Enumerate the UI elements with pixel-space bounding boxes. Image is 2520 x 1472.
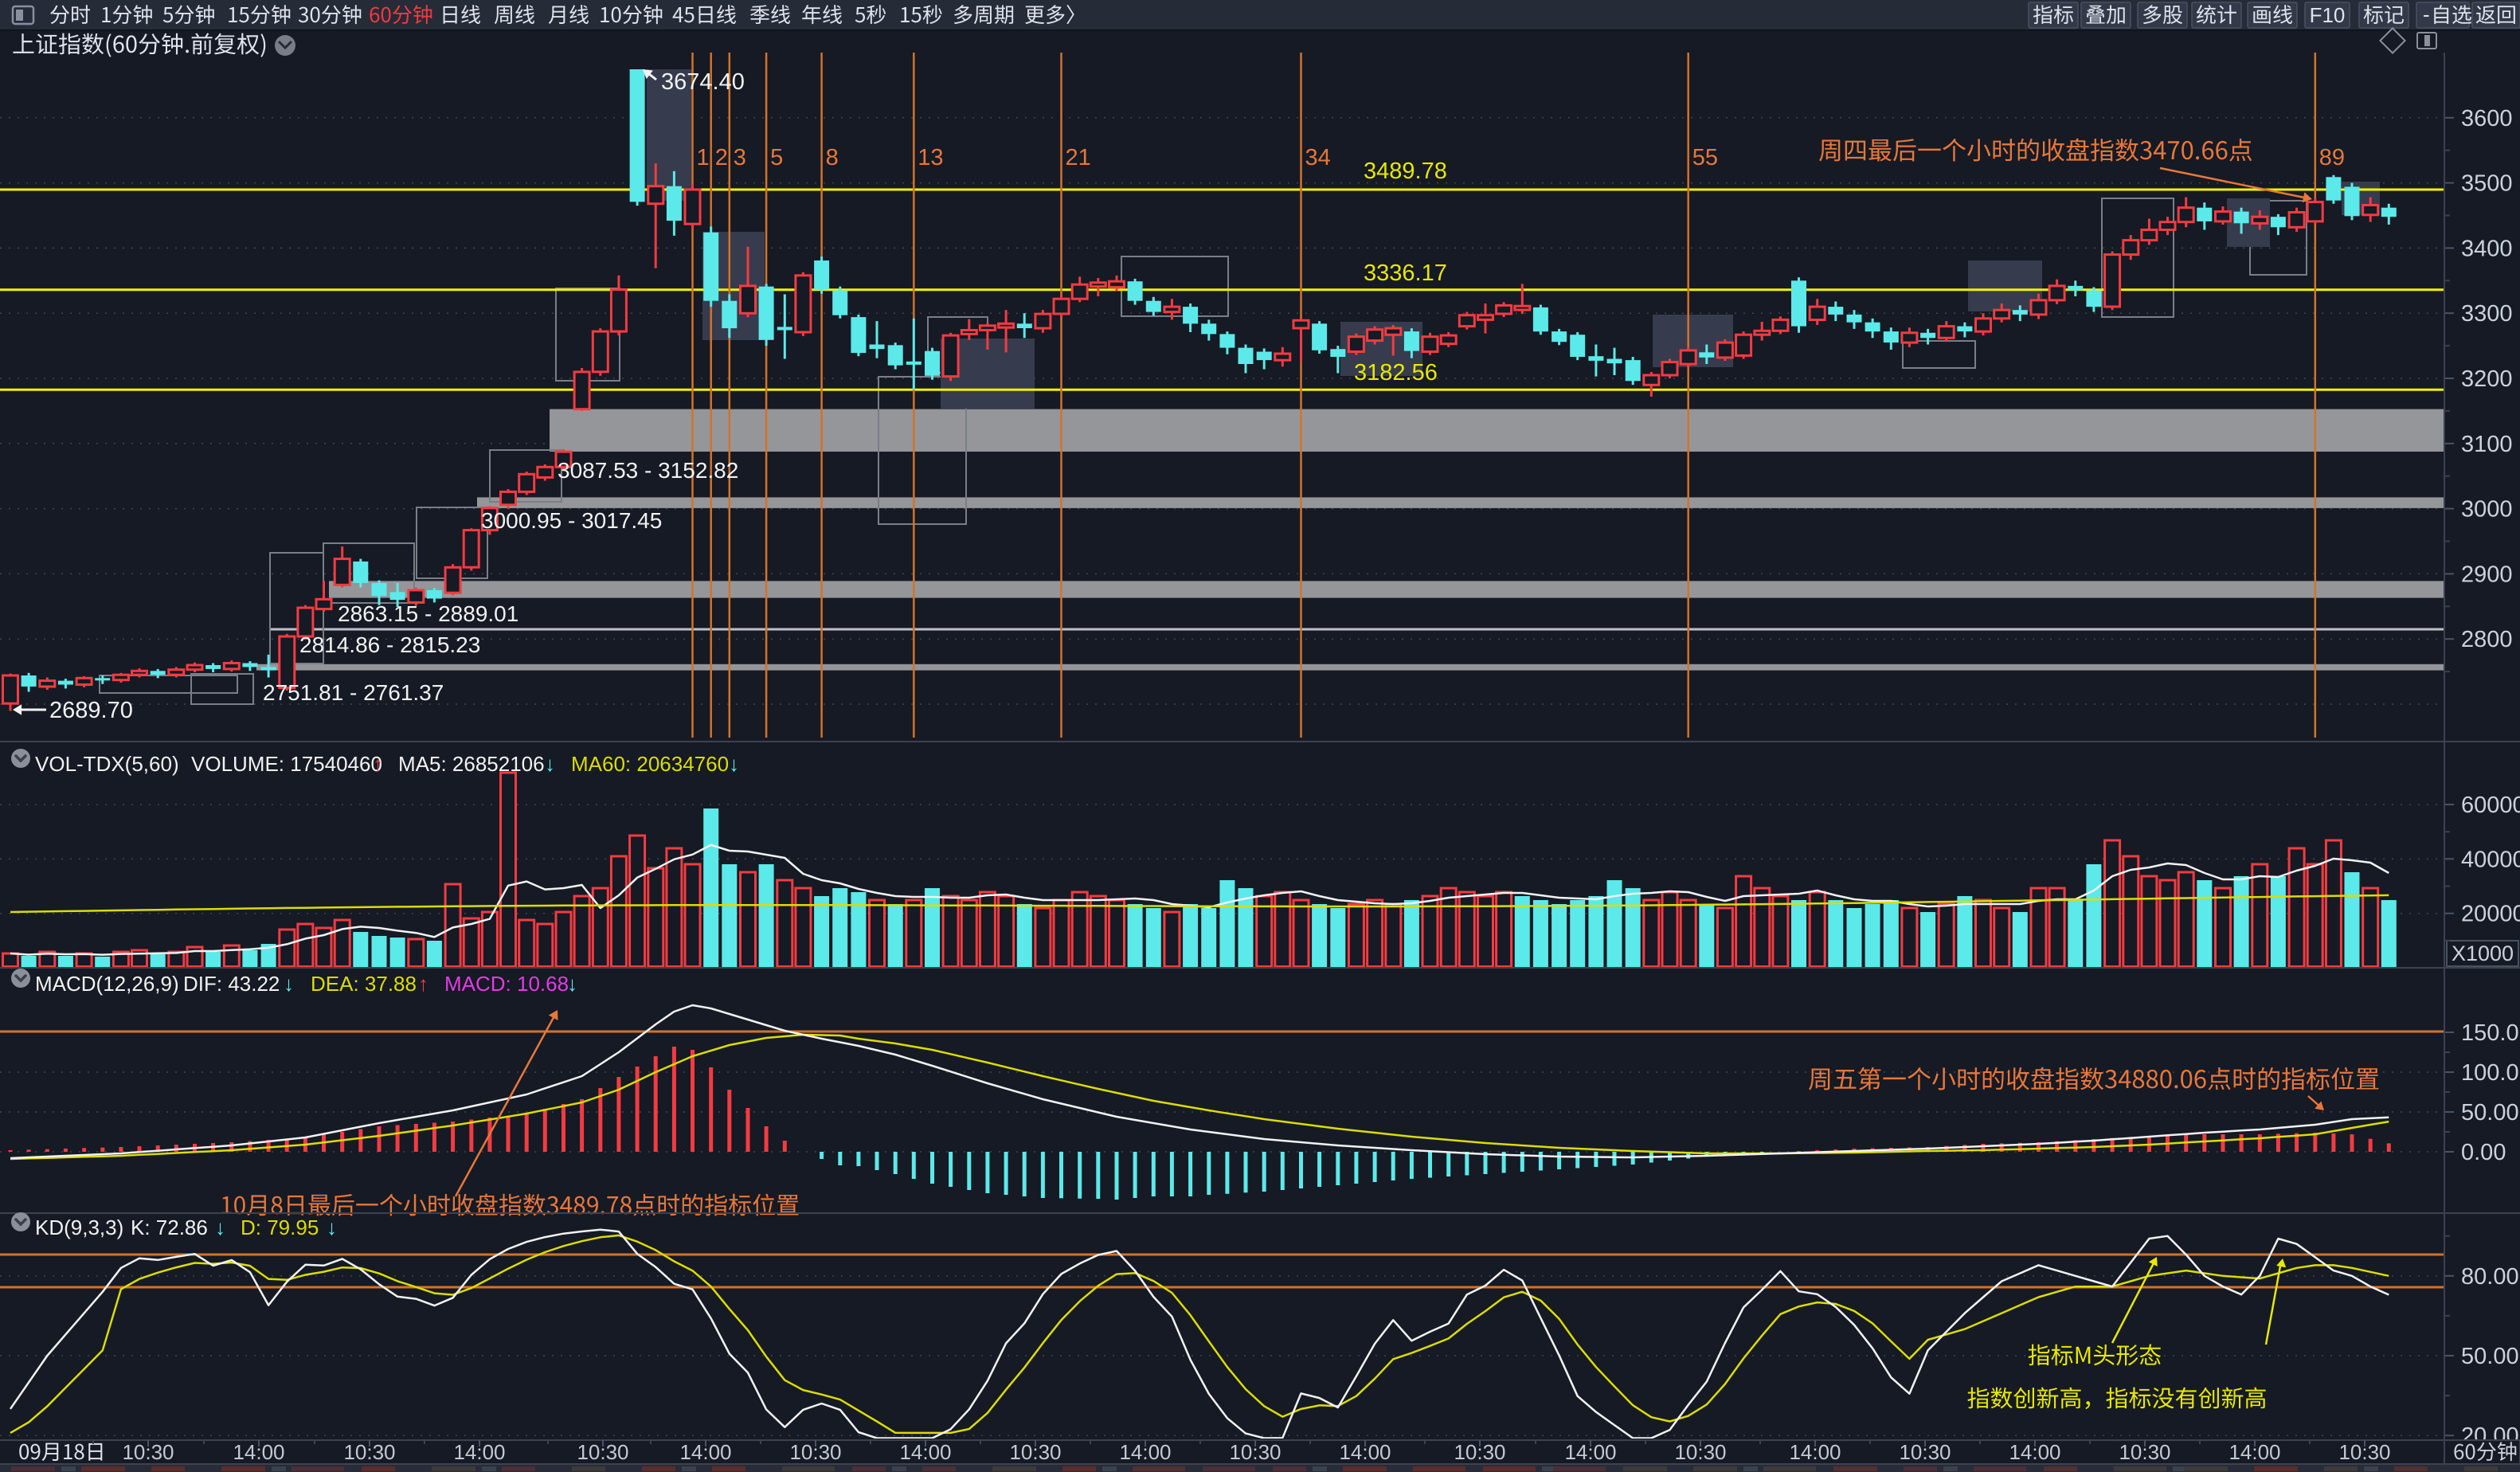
svg-text:3300: 3300 bbox=[2461, 301, 2513, 327]
svg-text:MA5: 26852106: MA5: 26852106 bbox=[398, 752, 545, 776]
svg-text:KD(9,3,3): KD(9,3,3) bbox=[35, 1216, 123, 1239]
svg-text:150.0: 150.0 bbox=[2461, 1020, 2519, 1046]
svg-text:0.00: 0.00 bbox=[2461, 1140, 2506, 1165]
svg-text:DEA: 37.88: DEA: 37.88 bbox=[311, 972, 417, 996]
svg-text:50.00: 50.00 bbox=[2461, 1344, 2519, 1369]
svg-text:3336.17: 3336.17 bbox=[1364, 260, 1447, 286]
svg-text:↓: ↓ bbox=[567, 972, 577, 996]
svg-text:8: 8 bbox=[826, 145, 839, 170]
svg-text:60000: 60000 bbox=[2461, 793, 2520, 818]
svg-text:2751.81 - 2761.37: 2751.81 - 2761.37 bbox=[263, 680, 444, 705]
svg-text:40000: 40000 bbox=[2461, 847, 2520, 872]
svg-text:K: 72.86: K: 72.86 bbox=[131, 1216, 208, 1239]
svg-text:2800: 2800 bbox=[2461, 627, 2513, 652]
svg-text:5: 5 bbox=[770, 145, 783, 170]
svg-text:MACD: 10.68: MACD: 10.68 bbox=[444, 972, 569, 996]
svg-text:3674.40: 3674.40 bbox=[661, 69, 745, 95]
svg-text:2: 2 bbox=[715, 145, 728, 170]
svg-text:3087.53 - 3152.82: 3087.53 - 3152.82 bbox=[558, 458, 738, 483]
svg-text:2689.70: 2689.70 bbox=[49, 698, 133, 723]
svg-text:MACD(12,26,9): MACD(12,26,9) bbox=[35, 972, 179, 996]
svg-text:3600: 3600 bbox=[2461, 106, 2513, 131]
svg-text:20000: 20000 bbox=[2461, 902, 2520, 927]
svg-text:↓: ↓ bbox=[327, 1216, 337, 1239]
svg-text:VOLUME: 17540460: VOLUME: 17540460 bbox=[191, 752, 382, 776]
svg-text:X1000: X1000 bbox=[2452, 942, 2514, 965]
svg-text:80.00: 80.00 bbox=[2461, 1264, 2519, 1290]
svg-text:↓: ↓ bbox=[545, 752, 555, 776]
svg-text:↓: ↓ bbox=[215, 1216, 225, 1239]
svg-text:3200: 3200 bbox=[2461, 366, 2513, 392]
svg-text:89: 89 bbox=[2319, 145, 2345, 170]
svg-text:↑: ↑ bbox=[418, 972, 428, 996]
svg-text:100.0: 100.0 bbox=[2461, 1060, 2519, 1086]
svg-text:↓: ↓ bbox=[284, 972, 294, 996]
svg-text:2814.86 - 2815.23: 2814.86 - 2815.23 bbox=[299, 632, 480, 657]
svg-text:3400: 3400 bbox=[2461, 236, 2513, 261]
svg-text:MA60: 20634760: MA60: 20634760 bbox=[571, 752, 729, 776]
svg-text:3: 3 bbox=[734, 145, 746, 170]
svg-text:↑: ↑ bbox=[373, 752, 383, 776]
svg-text:3182.56: 3182.56 bbox=[1354, 360, 1438, 386]
svg-text:3500: 3500 bbox=[2461, 171, 2513, 197]
svg-text:21: 21 bbox=[1066, 145, 1091, 170]
svg-text:3100: 3100 bbox=[2461, 432, 2513, 457]
svg-text:3000.95 - 3017.45: 3000.95 - 3017.45 bbox=[481, 508, 662, 533]
svg-text:3000: 3000 bbox=[2461, 497, 2513, 523]
svg-text:3489.78: 3489.78 bbox=[1364, 159, 1447, 184]
svg-text:DIF: 43.22: DIF: 43.22 bbox=[183, 972, 280, 996]
svg-text:2863.15 - 2889.01: 2863.15 - 2889.01 bbox=[338, 601, 518, 626]
svg-text:↓: ↓ bbox=[729, 752, 739, 776]
svg-text:50.00: 50.00 bbox=[2461, 1100, 2519, 1126]
svg-text:1: 1 bbox=[697, 145, 710, 170]
svg-text:55: 55 bbox=[1692, 145, 1718, 170]
svg-text:-: - bbox=[2423, 2, 2430, 26]
svg-text:D: 79.95: D: 79.95 bbox=[241, 1216, 319, 1239]
svg-text:F10: F10 bbox=[2310, 3, 2346, 27]
svg-text:VOL-TDX(5,60): VOL-TDX(5,60) bbox=[35, 752, 179, 776]
svg-text:34: 34 bbox=[1305, 145, 1331, 170]
svg-text:2900: 2900 bbox=[2461, 562, 2513, 587]
svg-text:13: 13 bbox=[918, 145, 943, 170]
